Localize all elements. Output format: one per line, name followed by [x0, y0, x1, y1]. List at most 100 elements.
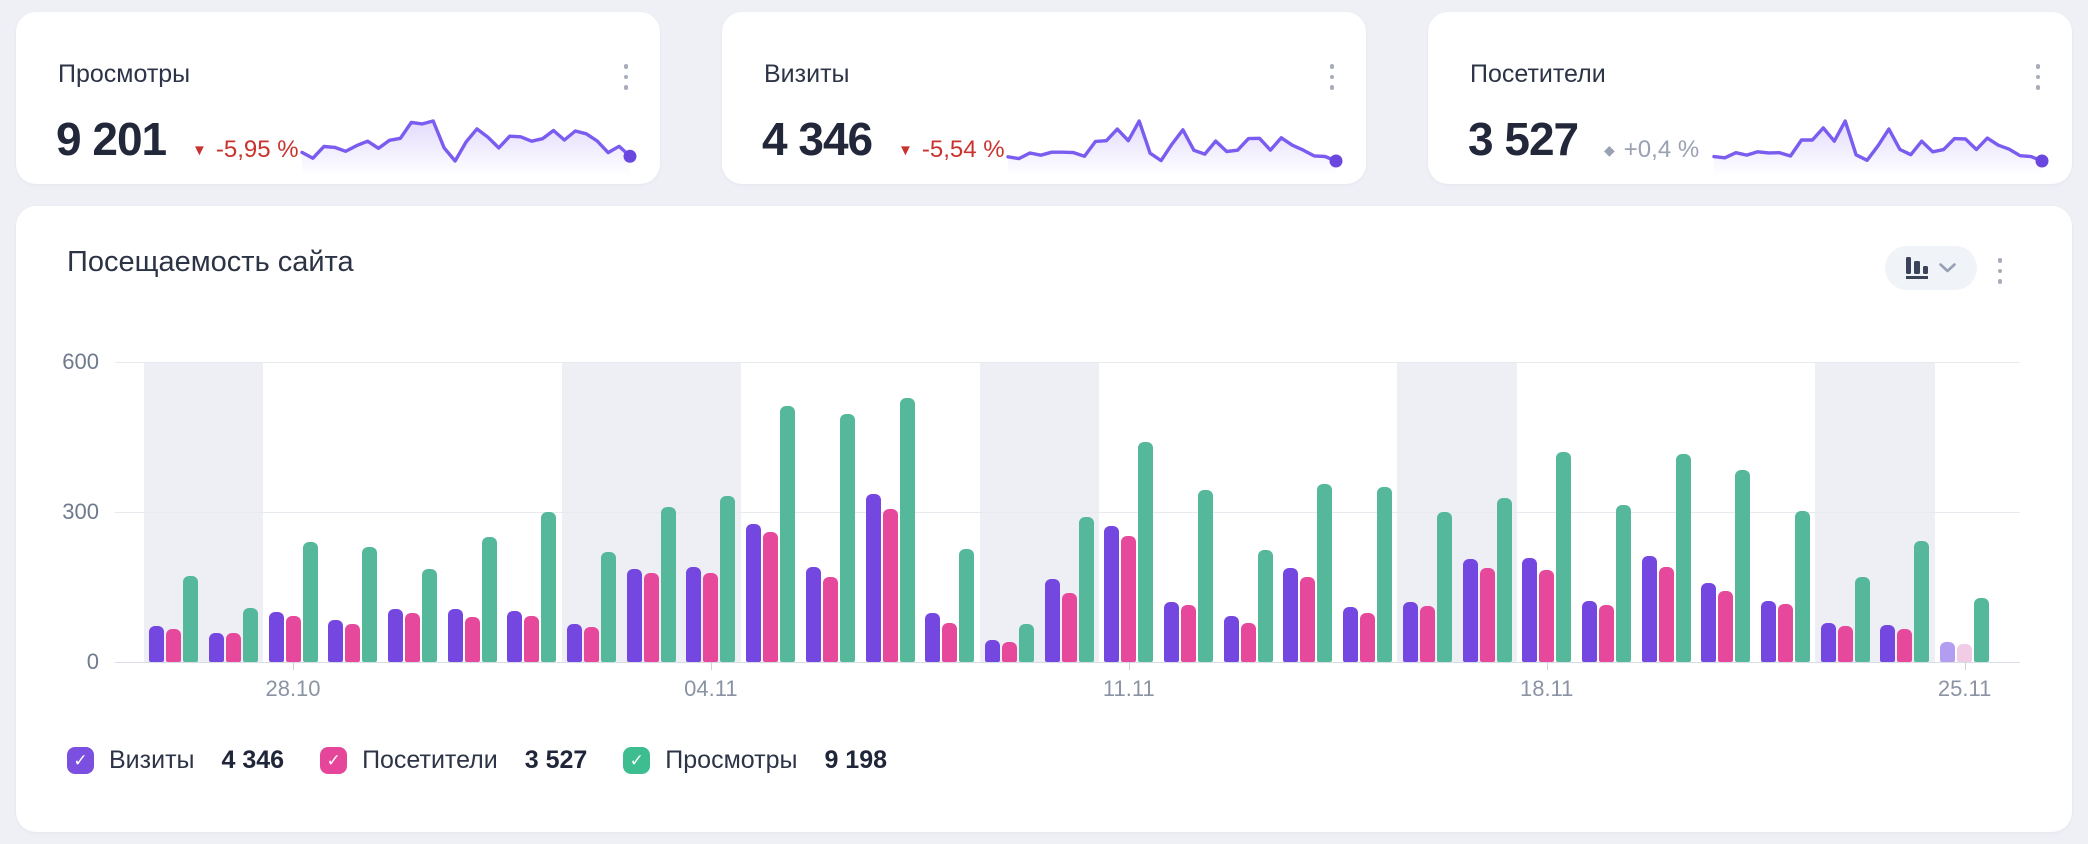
bar-Визиты[interactable] [746, 523, 762, 662]
bar-Просмотры[interactable] [481, 537, 497, 662]
bar-Просмотры[interactable] [1615, 505, 1631, 662]
bar-Визиты[interactable] [1701, 583, 1717, 662]
bar-Визиты[interactable] [686, 566, 702, 662]
bar-Посетители[interactable] [1419, 605, 1435, 662]
bar-Визиты[interactable] [208, 632, 224, 662]
bar-Визиты[interactable] [507, 610, 523, 662]
chart-type-dropdown[interactable] [1885, 246, 1977, 290]
bar-Визиты[interactable] [328, 620, 344, 662]
bar-Посетители[interactable] [1300, 577, 1316, 662]
bar-Посетители[interactable] [643, 573, 659, 662]
bar-Посетители[interactable] [1001, 641, 1017, 662]
bar-Посетители[interactable] [464, 616, 480, 662]
bar-Посетители[interactable] [1360, 613, 1376, 662]
bar-Визиты[interactable] [268, 612, 284, 662]
bar-Посетители[interactable] [524, 616, 540, 662]
bar-Посетители[interactable] [1479, 568, 1495, 662]
bar-Просмотры[interactable] [1854, 576, 1870, 662]
bar-Просмотры[interactable] [242, 608, 258, 662]
bar-Просмотры[interactable] [899, 397, 915, 662]
bar-Просмотры[interactable] [1496, 497, 1512, 662]
kebab-menu-icon[interactable] [1990, 258, 2010, 284]
bar-Визиты[interactable] [1402, 601, 1418, 662]
kebab-menu-icon[interactable] [1322, 64, 1342, 90]
bar-Посетители[interactable] [404, 613, 420, 662]
bar-Посетители[interactable] [166, 629, 182, 662]
bar-Посетители[interactable] [1778, 604, 1793, 662]
bar-Визиты[interactable] [984, 640, 1000, 662]
bar-Просмотры[interactable] [362, 547, 378, 662]
bar-Визиты[interactable] [387, 609, 403, 662]
bar-Просмотры[interactable] [1436, 512, 1452, 662]
bar-Просмотры[interactable] [1735, 470, 1751, 662]
bar-Визиты[interactable] [1343, 606, 1359, 662]
bar-Просмотры[interactable] [1377, 487, 1393, 662]
bar-Визиты[interactable] [1044, 579, 1060, 662]
bar-Визиты[interactable] [805, 566, 821, 662]
bar-Просмотры[interactable] [1675, 454, 1691, 662]
bar-Посетители[interactable] [763, 532, 779, 662]
bar-Посетители[interactable] [1061, 592, 1077, 662]
checkbox-checked-icon[interactable]: ✓ [623, 747, 651, 774]
bar-Посетители[interactable] [1181, 605, 1196, 662]
bar-Визиты[interactable] [1820, 622, 1836, 662]
bar-Визиты[interactable] [1940, 641, 1956, 662]
bar-Просмотры[interactable] [1556, 451, 1572, 662]
bar-Просмотры[interactable] [541, 512, 557, 662]
bar-Визиты[interactable] [1223, 616, 1239, 662]
legend-item-views[interactable]: ✓ Просмотры 9 198 [623, 746, 887, 775]
bar-Визиты[interactable] [1581, 601, 1597, 662]
bar-Посетители[interactable] [882, 508, 898, 662]
bar-Визиты[interactable] [1761, 601, 1776, 662]
bar-Визиты[interactable] [1880, 625, 1896, 662]
bar-Посетители[interactable] [1658, 566, 1674, 662]
bar-Посетители[interactable] [1121, 536, 1137, 662]
bar-Визиты[interactable] [1104, 526, 1120, 662]
checkbox-checked-icon[interactable]: ✓ [67, 747, 94, 774]
bar-Просмотры[interactable] [1317, 483, 1333, 662]
bar-Просмотры[interactable] [1974, 597, 1990, 662]
bar-Посетители[interactable] [1539, 569, 1555, 662]
kebab-menu-icon[interactable] [616, 64, 636, 90]
bar-Визиты[interactable] [447, 609, 463, 662]
bar-Просмотры[interactable] [1078, 517, 1094, 662]
bar-Просмотры[interactable] [1018, 624, 1034, 662]
bar-Визиты[interactable] [1462, 558, 1478, 662]
bar-Просмотры[interactable] [1914, 540, 1930, 662]
bar-Визиты[interactable] [1283, 568, 1299, 662]
bar-Просмотры[interactable] [302, 542, 318, 662]
bar-Визиты[interactable] [925, 612, 941, 662]
bar-Визиты[interactable] [567, 624, 582, 662]
bar-Посетители[interactable] [1598, 605, 1614, 662]
bar-Посетители[interactable] [345, 624, 361, 662]
bar-Посетители[interactable] [1897, 629, 1913, 662]
bar-Визиты[interactable] [626, 569, 642, 662]
bar-Просмотры[interactable] [1257, 550, 1273, 662]
bar-Просмотры[interactable] [1198, 489, 1213, 662]
bar-Посетители[interactable] [942, 623, 958, 662]
bar-Просмотры[interactable] [959, 549, 975, 662]
bar-Посетители[interactable] [584, 627, 599, 662]
bar-Посетители[interactable] [225, 633, 241, 662]
bar-Просмотры[interactable] [720, 495, 736, 662]
bar-Посетители[interactable] [1837, 626, 1853, 662]
bar-Посетители[interactable] [1240, 622, 1256, 662]
bar-Визиты[interactable] [1641, 555, 1657, 662]
bar-Визиты[interactable] [1164, 602, 1179, 662]
bar-Визиты[interactable] [149, 626, 165, 662]
bar-Посетители[interactable] [285, 616, 301, 662]
legend-item-visits[interactable]: ✓ Визиты 4 346 [67, 746, 284, 775]
bar-Посетители[interactable] [703, 573, 719, 662]
bar-Просмотры[interactable] [839, 414, 855, 662]
bar-Просмотры[interactable] [1795, 510, 1810, 662]
bar-Просмотры[interactable] [601, 552, 616, 662]
bar-Просмотры[interactable] [780, 405, 796, 662]
bar-Просмотры[interactable] [421, 569, 437, 662]
bar-Посетители[interactable] [1718, 590, 1734, 662]
checkbox-checked-icon[interactable]: ✓ [320, 747, 348, 774]
bar-Просмотры[interactable] [660, 507, 676, 662]
bar-Просмотры[interactable] [1138, 442, 1154, 662]
bar-Посетители[interactable] [1957, 644, 1973, 662]
bar-Визиты[interactable] [1522, 557, 1538, 662]
kebab-menu-icon[interactable] [2028, 64, 2048, 90]
